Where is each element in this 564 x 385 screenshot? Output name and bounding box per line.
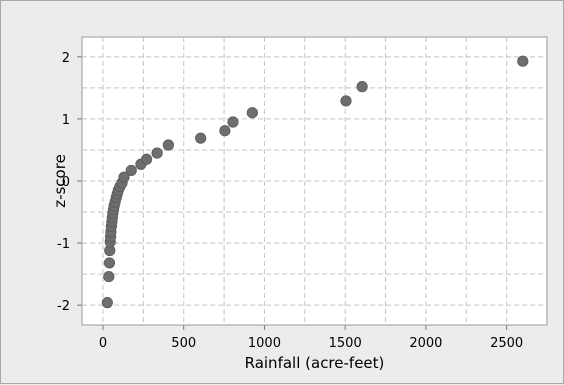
x-tick-label: 1000	[248, 336, 281, 351]
y-tick-label: -1	[57, 237, 70, 252]
data-point	[340, 95, 352, 107]
data-point	[227, 116, 239, 128]
data-point	[356, 81, 368, 93]
y-axis-label: z-score	[51, 154, 69, 208]
data-point	[118, 171, 130, 183]
data-point	[103, 257, 116, 269]
data-point	[151, 147, 163, 159]
x-axis-label: Rainfall (acre-feet)	[245, 354, 385, 372]
y-tick-label: -2	[57, 299, 70, 314]
x-tick-label: 1500	[329, 336, 362, 351]
x-tick-label: 500	[171, 336, 196, 351]
data-point	[103, 270, 115, 283]
grid-lines	[82, 37, 547, 325]
x-tick-label: 2000	[409, 336, 442, 351]
data-point	[195, 132, 207, 144]
x-tick-label: 2500	[490, 336, 523, 351]
data-point	[101, 297, 113, 309]
data-point	[517, 55, 529, 67]
data-points	[101, 55, 529, 309]
y-tick-label: 0	[62, 175, 70, 190]
data-point	[125, 164, 137, 177]
data-point	[219, 125, 231, 137]
data-point	[140, 153, 153, 165]
y-tick-label: 1	[62, 113, 70, 128]
data-point	[162, 139, 174, 151]
data-point	[246, 107, 258, 119]
y-tick-label: 2	[62, 51, 70, 66]
axis-ticks: 0 500 1000 1500 2000 2500 -2 -1 0 1 2	[57, 51, 523, 351]
x-tick-label: 0	[99, 336, 107, 351]
